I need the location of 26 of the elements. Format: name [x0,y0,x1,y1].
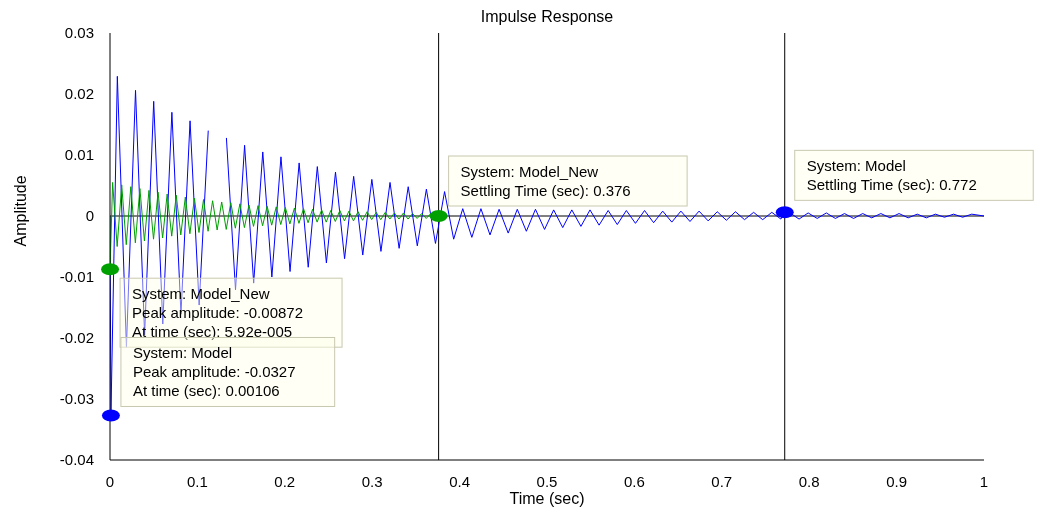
y-tick-label: 0 [85,207,94,225]
chart-title: Impulse Response [479,8,615,26]
x-tick-label: 0.2 [274,472,296,490]
y-tick-label: -0.01 [59,268,94,286]
annotation: System: Model Settling Time (sec): 0.772 [806,157,977,194]
annotation: System: Model Peak amplitude: -0.0327 At time (sec): 0.00106 [132,344,296,400]
y-tick-label: 0.01 [64,146,94,164]
x-tick-label: 0.8 [798,472,820,490]
x-tick-label: 0.4 [449,472,471,490]
x-axis-title: Time (sec) [509,490,585,507]
y-tick-label: 0.02 [64,85,94,103]
annotation: System: Model_New Peak amplitude: -0.00872 At time (sec): 5.92e-005 [132,285,303,341]
x-tick-label: 0.9 [886,472,908,490]
annotation: System: Model_New Settling Time (sec): 0.376 [460,163,631,199]
x-tick-label: 0 [105,472,115,490]
x-tick-label: 0.7 [711,472,733,490]
x-tick-label: 0.3 [361,472,383,490]
y-axis-title: Amplitude [11,175,29,247]
y-tick-label: -0.02 [59,329,94,347]
y-tick-label: 0.03 [64,24,94,42]
x-tick-label: 1 [979,472,989,490]
x-tick-label: 0.1 [186,472,208,490]
y-tick-label: -0.04 [59,451,94,469]
y-tick-label: -0.03 [59,390,94,408]
x-tick-label: 0.5 [536,472,558,490]
x-tick-label: 0.6 [623,472,645,490]
